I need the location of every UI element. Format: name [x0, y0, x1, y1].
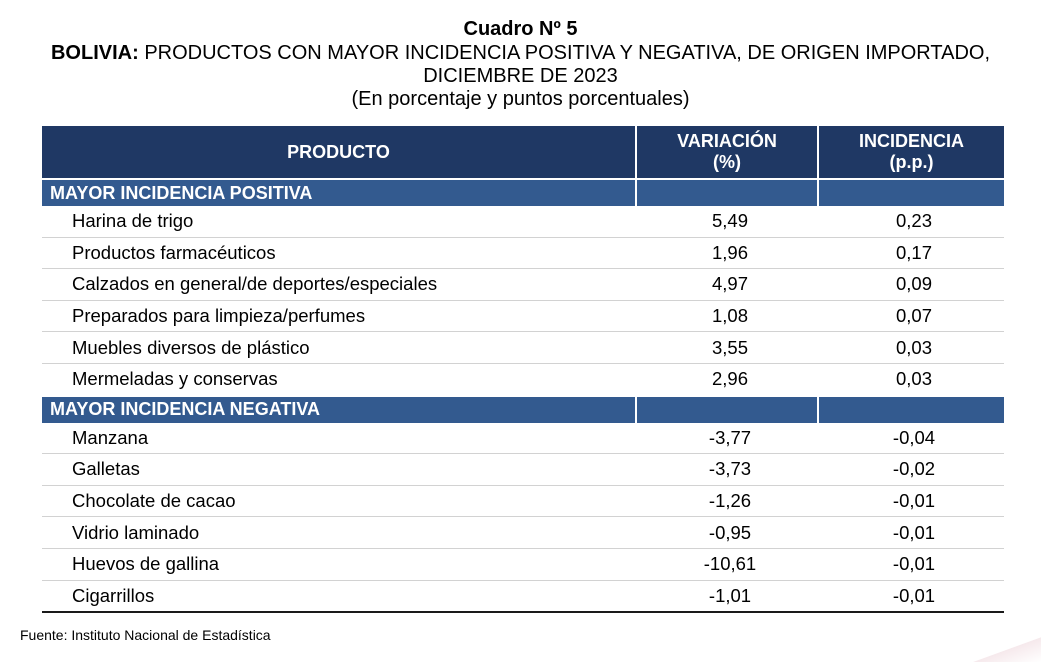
table-row: Huevos de gallina -10,61 -0,01 [42, 548, 1004, 581]
product-name: Huevos de gallina [42, 548, 636, 581]
title-text: PRODUCTOS CON MAYOR INCIDENCIA POSITIVA … [138, 42, 991, 87]
incidence-value: -0,04 [818, 422, 1004, 455]
column-header-variation: VARIACIÓN (%) [636, 126, 819, 179]
incidence-value: -0,02 [818, 453, 1004, 486]
title-country: BOLIVIA: [50, 42, 139, 64]
table-row: Preparados para limpieza/perfumes 1,08 0… [42, 300, 1004, 333]
variation-value: 1,08 [636, 300, 818, 333]
variation-value: 4,97 [636, 268, 818, 301]
section-positive: MAYOR INCIDENCIA POSITIVA [42, 178, 1004, 206]
corner-decoration [971, 632, 1041, 662]
variation-value: -3,73 [636, 453, 818, 486]
table-caption: Cuadro Nº 5 BOLIVIA: PRODUCTOS CON MAYOR… [0, 18, 1041, 110]
table-row: Manzana -3,77 -0,04 [42, 422, 1004, 455]
section-negative: MAYOR INCIDENCIA NEGATIVA [42, 394, 1004, 423]
section-label: MAYOR INCIDENCIA NEGATIVA [42, 394, 637, 423]
variation-value: -3,77 [636, 422, 818, 455]
product-name: Galletas [42, 453, 636, 486]
product-name: Mermeladas y conservas [42, 363, 636, 397]
column-header-incidence: INCIDENCIA (p.p.) [818, 126, 1004, 179]
table-row: Cigarrillos -1,01 -0,01 [42, 580, 1004, 614]
incidence-value: 0,23 [818, 206, 1004, 238]
table-subtitle: (En porcentaje y puntos porcentuales) [351, 88, 690, 110]
product-name: Calzados en general/de deportes/especial… [42, 268, 636, 301]
table-row: Mermeladas y conservas 2,96 0,03 [42, 363, 1004, 397]
variation-value: -1,01 [636, 580, 818, 614]
product-name: Preparados para limpieza/perfumes [42, 300, 636, 333]
table-row: Harina de trigo 5,49 0,23 [42, 206, 1004, 238]
variation-value: 5,49 [636, 206, 818, 238]
variation-value: -0,95 [636, 516, 818, 549]
variation-value: 2,96 [636, 363, 818, 397]
incidence-value: 0,09 [818, 268, 1004, 301]
column-header-product: PRODUCTO [42, 126, 637, 179]
variation-value: 1,96 [636, 237, 818, 270]
product-name: Muebles diversos de plástico [42, 331, 636, 364]
table-row: Galletas -3,73 -0,02 [42, 453, 1004, 486]
source-note: Fuente: Instituto Nacional de Estadístic… [20, 627, 271, 643]
table-row: Chocolate de cacao -1,26 -0,01 [42, 485, 1004, 518]
table-number: Cuadro Nº 5 [463, 18, 578, 40]
data-table: PRODUCTO VARIACIÓN (%) INCIDENCIA (p.p.) M… [42, 126, 1004, 614]
variation-value: -10,61 [636, 548, 818, 581]
variation-value: -1,26 [636, 485, 818, 518]
product-name: Manzana [42, 422, 636, 455]
table-row: Productos farmacéuticos 1,96 0,17 [42, 237, 1004, 270]
table-title: BOLIVIA: PRODUCTOS CON MAYOR INCIDENCIA … [31, 42, 1011, 88]
product-name: Cigarrillos [42, 580, 636, 614]
table-row: Muebles diversos de plástico 3,55 0,03 [42, 331, 1004, 364]
incidence-value: 0,07 [818, 300, 1004, 333]
product-name: Productos farmacéuticos [42, 237, 636, 270]
product-name: Chocolate de cacao [42, 485, 636, 518]
incidence-value: 0,03 [818, 331, 1004, 364]
table-row: Calzados en general/de deportes/especial… [42, 268, 1004, 301]
incidence-value: -0,01 [818, 580, 1004, 614]
product-name: Harina de trigo [42, 206, 636, 238]
table-row: Vidrio laminado -0,95 -0,01 [42, 516, 1004, 549]
incidence-value: -0,01 [818, 548, 1004, 581]
incidence-value: -0,01 [818, 516, 1004, 549]
incidence-value: 0,03 [818, 363, 1004, 397]
section-label: MAYOR INCIDENCIA POSITIVA [42, 178, 637, 206]
incidence-value: 0,17 [818, 237, 1004, 270]
product-name: Vidrio laminado [42, 516, 636, 549]
variation-value: 3,55 [636, 331, 818, 364]
header-row: PRODUCTO VARIACIÓN (%) INCIDENCIA (p.p.) [42, 126, 1004, 179]
incidence-value: -0,01 [818, 485, 1004, 518]
